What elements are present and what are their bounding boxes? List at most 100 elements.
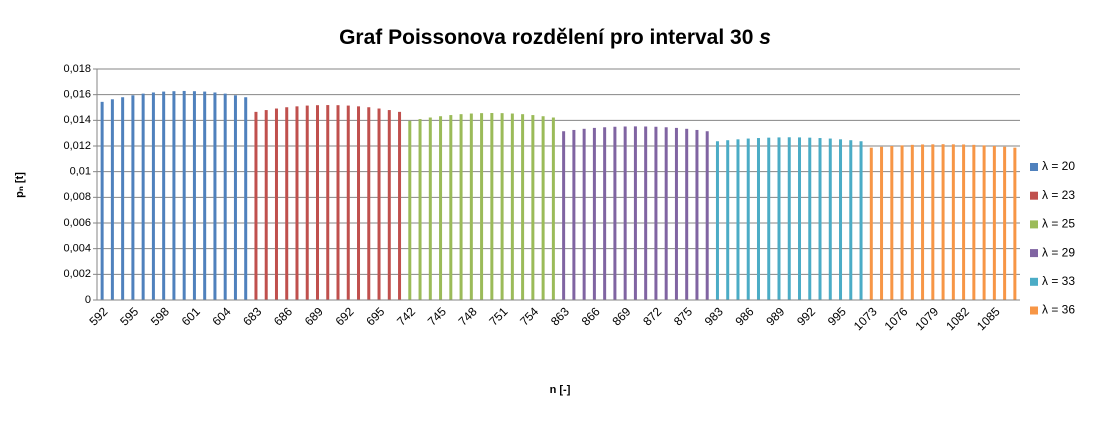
x-tick-label: 869 [609, 304, 633, 328]
x-tick-label: 872 [640, 304, 664, 328]
y-tick-label: 0,012 [63, 140, 91, 152]
bar [480, 113, 484, 300]
x-tick-label: 866 [579, 304, 603, 328]
legend-swatch [1030, 277, 1038, 286]
bar [746, 138, 750, 300]
x-tick-label: 995 [825, 304, 849, 328]
bar [151, 92, 155, 300]
bar [921, 144, 925, 300]
bar [162, 91, 166, 300]
bar [469, 113, 473, 300]
x-tick-label: 986 [733, 304, 757, 328]
x-tick-label: 875 [671, 304, 695, 328]
x-tick-label: 683 [240, 304, 264, 328]
bar [408, 120, 412, 300]
x-tick-label: 695 [363, 304, 387, 328]
bar [182, 90, 186, 300]
y-tick-label: 0,01 [70, 166, 91, 178]
bar [582, 128, 586, 300]
bar [931, 144, 935, 300]
bar [736, 139, 740, 300]
bar [828, 138, 832, 300]
chart-title: Graf Poissonova rozdělení pro interval 3… [339, 26, 759, 49]
bar [100, 101, 104, 300]
x-tick-label: 748 [456, 304, 480, 328]
bar [767, 137, 771, 300]
bar [500, 113, 504, 300]
x-axis-label: n [-] [550, 384, 571, 396]
bar [192, 91, 196, 301]
bar [941, 144, 945, 300]
bar [633, 126, 637, 301]
bar [562, 131, 566, 300]
bar [449, 115, 453, 301]
legend-label: λ = 23 [1042, 188, 1075, 202]
bar [818, 138, 822, 300]
bar [418, 119, 422, 300]
bar [172, 91, 176, 301]
bar [387, 110, 391, 300]
bar [428, 117, 432, 300]
bar [398, 111, 402, 300]
bar [295, 106, 299, 300]
bar [992, 146, 996, 300]
bar [654, 126, 658, 300]
bar [254, 111, 258, 300]
y-tick-label: 0,002 [63, 268, 91, 280]
bar [541, 116, 545, 300]
bar [326, 105, 330, 300]
x-tick-label: 863 [548, 304, 572, 328]
bar [613, 126, 617, 300]
y-tick-label: 0 [85, 294, 91, 306]
bar [357, 106, 361, 300]
bar [664, 127, 668, 300]
bar [787, 137, 791, 300]
bar [982, 145, 986, 300]
bar [726, 140, 730, 300]
bar [490, 113, 494, 300]
bar [274, 108, 278, 300]
x-tick-label: 595 [117, 304, 141, 328]
bar [880, 146, 884, 300]
bar [869, 147, 873, 300]
bar [110, 99, 114, 300]
bar [233, 95, 237, 300]
bar [203, 91, 207, 300]
y-tick-label: 0,016 [63, 89, 91, 101]
x-tick-label: 1073 [851, 304, 880, 333]
bar [244, 97, 248, 300]
bar [603, 127, 607, 300]
x-tick-label: 751 [486, 304, 510, 328]
bar [798, 137, 802, 300]
bar [849, 140, 853, 300]
bar [377, 108, 381, 300]
x-tick-label: 1076 [882, 304, 911, 333]
bar [777, 137, 781, 300]
x-tick-label: 592 [86, 304, 110, 328]
bar [459, 114, 463, 300]
bar [685, 128, 689, 300]
y-axis-label: pₙ [t] [14, 172, 26, 198]
bar [592, 127, 596, 300]
bar [141, 93, 145, 300]
x-tick-label: 745 [425, 304, 449, 328]
bar [644, 126, 648, 300]
bar [623, 126, 627, 300]
bar [367, 107, 371, 300]
y-tick-label: 0,006 [63, 217, 91, 229]
x-tick-label: 604 [209, 304, 233, 328]
bar [1013, 147, 1017, 300]
bar [859, 141, 863, 300]
bar [962, 144, 966, 300]
bar [839, 139, 843, 300]
legend-swatch [1030, 220, 1038, 229]
bar [951, 144, 955, 300]
bar [439, 116, 443, 300]
bar [551, 117, 555, 300]
chart-title-italic: s [759, 26, 771, 49]
x-tick-label: 992 [794, 304, 818, 328]
bar [305, 105, 309, 300]
legend-label: λ = 20 [1042, 159, 1075, 173]
legend-label: λ = 29 [1042, 245, 1075, 259]
bar [121, 97, 125, 300]
